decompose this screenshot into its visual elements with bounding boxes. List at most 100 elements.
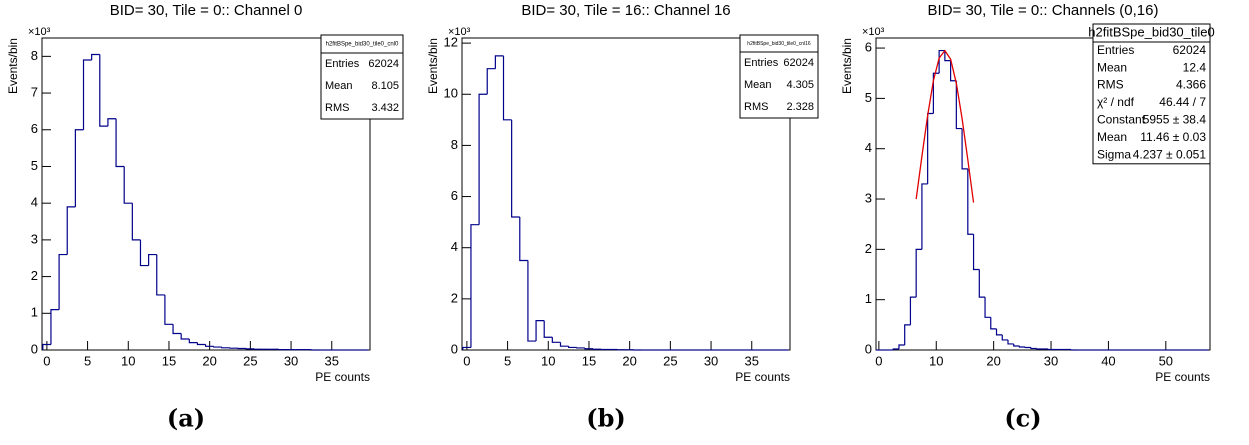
stats-name: Mean xyxy=(325,80,353,92)
histogram-bin xyxy=(494,55,504,69)
y-tick-label: 5 xyxy=(865,90,872,105)
stats-box xyxy=(320,34,404,120)
x-tick-label: 10 xyxy=(541,353,555,368)
stats-value: 3.432 xyxy=(371,102,399,114)
histogram-bin xyxy=(188,338,198,344)
x-tick-label: 5 xyxy=(84,353,91,368)
y-multiplier: ×10³ xyxy=(28,26,51,38)
histogram-bin xyxy=(478,93,488,225)
histogram-bin xyxy=(995,328,1003,336)
stats-name: Entries xyxy=(325,58,360,70)
histogram-bin xyxy=(543,320,553,338)
y-tick-label: 7 xyxy=(31,84,38,99)
plot-frame xyxy=(875,37,1211,351)
histogram-bin xyxy=(576,347,585,349)
histogram-bin xyxy=(42,343,51,350)
histogram-bin xyxy=(1036,348,1043,350)
stats-name: RMS xyxy=(744,101,768,113)
x-axis-label: PE counts xyxy=(315,370,370,384)
histogram-bin xyxy=(1024,346,1031,349)
histogram-bin xyxy=(180,333,190,340)
chart-title: BID= 30, Tile = 0:: Channels (0,16) xyxy=(928,2,1159,19)
histogram-bin xyxy=(592,348,602,350)
y-multiplier: ×10³ xyxy=(862,26,885,38)
y-tick-label: 2 xyxy=(865,241,872,256)
stats-name: RMS xyxy=(1097,78,1124,92)
histogram-bin xyxy=(892,348,899,350)
stats-name: Mean xyxy=(1097,130,1127,144)
histogram-bin xyxy=(470,224,480,348)
histogram-bin xyxy=(486,68,496,95)
histogram-bin xyxy=(1070,349,1077,351)
stats-title: h2fitBSpe_bid30_tile0_cnl16 xyxy=(747,41,811,47)
histogram-bin xyxy=(944,50,951,62)
histogram-bin xyxy=(502,55,512,121)
histogram-bin xyxy=(172,324,182,335)
stats-box xyxy=(739,34,819,119)
y-tick-label: 2 xyxy=(31,268,38,283)
histogram-bin xyxy=(196,342,206,346)
stats-value: 4.237 ± 0.051 xyxy=(1133,147,1207,161)
histogram-bin xyxy=(984,297,991,318)
plot-frame xyxy=(41,37,371,351)
x-tick-label: 20 xyxy=(622,353,636,368)
histogram-bin xyxy=(221,347,231,349)
histogram-bin xyxy=(584,347,594,350)
histogram-bin xyxy=(139,239,149,267)
stats-value: 11.46 ± 0.03 xyxy=(1140,130,1206,144)
caption: (a) xyxy=(167,404,205,433)
stats-name: χ² / ndf xyxy=(1097,95,1135,109)
histogram-bin xyxy=(904,324,911,345)
histogram-bin xyxy=(462,346,471,350)
histogram-bin xyxy=(1007,339,1014,345)
y-tick-label: 6 xyxy=(31,121,38,136)
stats-name: Constant xyxy=(1097,112,1146,126)
x-tick-label: 15 xyxy=(582,353,596,368)
histogram-bin xyxy=(921,183,928,250)
y-tick-label: 10 xyxy=(444,86,458,101)
histogram-bin xyxy=(131,203,141,241)
histogram-bin xyxy=(898,344,905,349)
y-tick-label: 4 xyxy=(865,140,872,155)
histogram-bin xyxy=(519,217,528,262)
stats-name: Mean xyxy=(744,79,772,91)
histogram-bin xyxy=(511,119,520,218)
caption: (c) xyxy=(1004,404,1041,433)
histogram-bin xyxy=(115,118,125,168)
stats-name: Entries xyxy=(744,57,779,69)
stats-value: 5955 ± 38.4 xyxy=(1143,112,1207,126)
x-tick-label: 10 xyxy=(929,353,943,368)
histogram-bin xyxy=(99,54,108,127)
histogram-bin xyxy=(1013,343,1020,347)
histogram-bin xyxy=(950,60,957,82)
chart-title: BID= 30, Tile = 16:: Channel 16 xyxy=(521,2,730,19)
x-tick-label: 20 xyxy=(202,353,216,368)
caption: (b) xyxy=(586,404,626,433)
histogram-bin xyxy=(213,346,222,348)
stats-title: h2fitBSpe_bid30_tile0_cnl0 xyxy=(326,42,399,48)
y-tick-label: 5 xyxy=(31,158,38,173)
x-tick-label: 30 xyxy=(704,353,718,368)
histogram-bin xyxy=(938,49,945,74)
histogram-bin xyxy=(107,118,117,127)
histogram-bin xyxy=(927,112,934,184)
x-tick-label: 30 xyxy=(284,353,298,368)
histogram-bin xyxy=(972,234,980,271)
stats-value: 2.328 xyxy=(786,101,814,113)
x-tick-label: 5 xyxy=(504,353,511,368)
y-tick-label: 0 xyxy=(31,341,38,356)
chart-title: BID= 30, Tile = 0:: Channel 0 xyxy=(110,2,303,19)
x-axis-label: PE counts xyxy=(1155,370,1210,384)
histogram-bin xyxy=(535,319,545,342)
stats-name: RMS xyxy=(325,102,349,114)
x-tick-label: 50 xyxy=(1159,353,1173,368)
histogram-bin xyxy=(909,296,917,325)
stats-title: h2fitBSpe_bid30_tile0 xyxy=(1088,24,1215,39)
stats-value: 62024 xyxy=(783,57,814,69)
y-tick-label: 0 xyxy=(865,341,872,356)
x-tick-label: 0 xyxy=(43,353,50,368)
x-tick-label: 35 xyxy=(325,353,339,368)
y-multiplier: ×10³ xyxy=(448,26,471,38)
